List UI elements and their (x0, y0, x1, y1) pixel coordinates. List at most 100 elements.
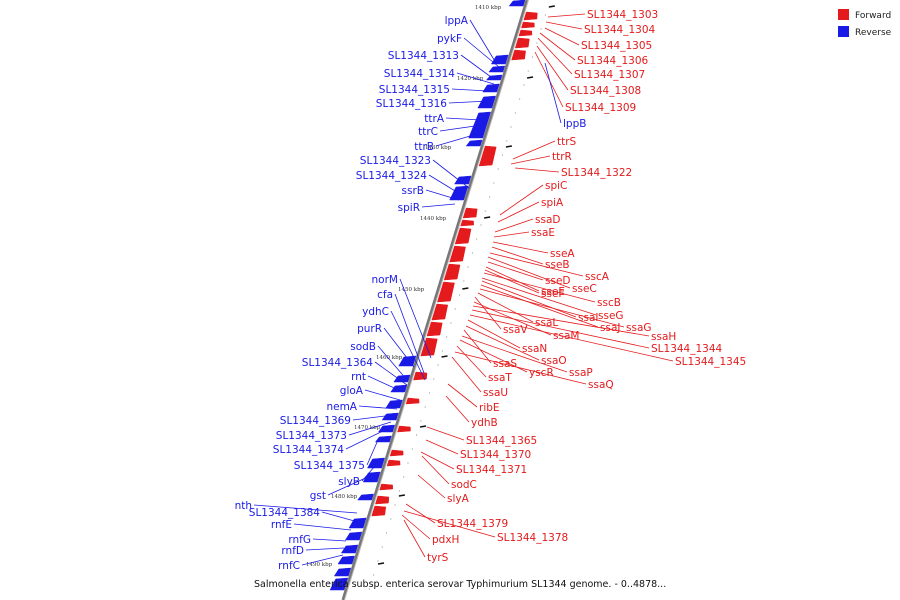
forward-gene-label: yscR (529, 367, 554, 379)
gene-features (329, 0, 538, 591)
forward-gene-leader (447, 383, 478, 408)
forward-gene-leader (547, 13, 586, 18)
reverse-gene-label: purR (357, 323, 382, 335)
axis-dot (519, 98, 521, 100)
reverse-gene-label: SL1344_1316 (376, 98, 448, 110)
reverse-gene-label: SL1344_1384 (249, 507, 321, 519)
reverse-gene-block-5 (477, 95, 496, 109)
reverse-gene-block-19 (357, 493, 374, 501)
tick-mark-8 (377, 562, 385, 565)
forward-gene-block-20 (379, 483, 393, 491)
forward-gene-label: spiC (545, 180, 567, 192)
tick-label-3: 1440 kbp (420, 216, 447, 222)
reverse-gene-block-2 (488, 65, 506, 73)
forward-gene-block-13 (426, 321, 443, 337)
forward-gene-label: SL1344_1304 (584, 24, 656, 36)
reverse-gene-label: ttrC (418, 126, 438, 138)
reverse-gene-leader (312, 538, 347, 542)
reverse-gene-block-15 (378, 424, 395, 433)
reverse-gene-leader (293, 523, 352, 531)
forward-gene-leader (481, 277, 597, 316)
forward-gene-label: tyrS (427, 552, 449, 564)
axis-dot (385, 532, 388, 534)
tick-mark-3 (484, 216, 491, 219)
forward-gene-label: spiA (541, 197, 564, 209)
forward-gene-label: sseB (545, 259, 570, 271)
forward-gene-label: ssaI (578, 312, 598, 324)
reverse-gene-leader (439, 124, 483, 132)
forward-gene-leader (420, 451, 455, 470)
axis-dot (501, 154, 504, 156)
reverse-gene-label: rnfD (281, 545, 304, 557)
forward-gene-label: SL1344_1306 (577, 55, 649, 67)
forward-gene-label: SL1344_1305 (581, 40, 652, 52)
forward-gene-label: ssaJ (600, 322, 620, 334)
reverse-gene-label: nemA (326, 401, 357, 413)
tick-label-6: 1470 kbp (354, 425, 381, 431)
forward-gene-leader (467, 319, 521, 349)
reverse-gene-leader (352, 414, 394, 421)
legend: Forward Reverse (838, 9, 892, 38)
axis-dot (458, 294, 461, 296)
forward-gene-label: ssaU (483, 387, 508, 399)
forward-gene-leader (545, 21, 583, 30)
forward-gene-label: ssaM (553, 330, 579, 342)
forward-gene-block-9 (449, 245, 466, 263)
tick-label-5: 1460 kbp (376, 355, 403, 361)
gene-labels: lppA pykF SL1344_1313 SL1344_1314 SL1344_131… (235, 9, 747, 572)
reverse-gene-block-24 (333, 567, 352, 577)
forward-gene-label: ssaL (535, 317, 558, 329)
axis-dot (484, 210, 486, 212)
forward-gene-label: SL1344_1344 (651, 343, 723, 355)
tick-label-4: 1450 kbp (398, 287, 425, 293)
forward-gene-block-6 (462, 207, 478, 219)
forward-gene-leader (471, 309, 650, 349)
tick-mark-7 (398, 494, 406, 497)
forward-gene-block-12 (431, 303, 449, 321)
forward-gene-leader (494, 218, 534, 233)
axis-dot (476, 238, 478, 240)
forward-gene-leader (472, 305, 650, 337)
forward-gene-block-0 (523, 11, 538, 21)
forward-gene-leader (480, 284, 599, 328)
genome-axis-highlight (344, 0, 529, 600)
reverse-gene-block-16 (374, 435, 392, 443)
axis-dot (514, 112, 516, 114)
reverse-gene-leader (390, 310, 426, 381)
reverse-gene-block-12 (390, 384, 408, 393)
axis-dot (467, 266, 469, 268)
forward-gene-leader (461, 335, 568, 373)
reverse-gene-label: SL1344_1324 (356, 170, 428, 182)
reverse-gene-label: ssrB (402, 185, 424, 197)
forward-gene-leader (425, 439, 459, 455)
axis-dot (480, 224, 482, 226)
reverse-gene-leader (301, 554, 344, 566)
axis-dot (377, 560, 379, 562)
axis-dot (471, 252, 474, 254)
forward-gene-block-4 (511, 49, 526, 61)
reverse-gene-leader (460, 54, 492, 78)
label-leader-lines (253, 13, 674, 566)
tick-label-0: 1410 kbp (475, 5, 502, 11)
reverse-gene-leader (345, 430, 384, 450)
forward-gene-label: SL1344_1322 (561, 167, 632, 179)
tick-mark-2 (505, 145, 513, 148)
forward-gene-label: ssaV (503, 324, 528, 336)
forward-gene-block-11 (437, 281, 455, 303)
reverse-gene-label: lppA (445, 15, 469, 27)
axis-dot (424, 406, 426, 408)
forward-gene-label: slyA (447, 493, 470, 505)
reverse-gene-block-23 (337, 555, 355, 565)
axis-dot (373, 574, 375, 576)
reverse-gene-label: ttrB (414, 141, 434, 153)
axis-dot (536, 42, 538, 44)
forward-gene-label: SL1344_1378 (497, 532, 568, 544)
reverse-gene-leader (383, 327, 415, 368)
axis-dot (407, 462, 409, 464)
reverse-gene-label: rnt (351, 371, 366, 383)
forward-gene-block-22 (371, 505, 387, 517)
legend-reverse-label: Reverse (855, 28, 892, 38)
reverse-gene-leader (377, 345, 408, 381)
forward-gene-leader (536, 45, 569, 91)
reverse-gene-label: pykF (437, 33, 462, 45)
